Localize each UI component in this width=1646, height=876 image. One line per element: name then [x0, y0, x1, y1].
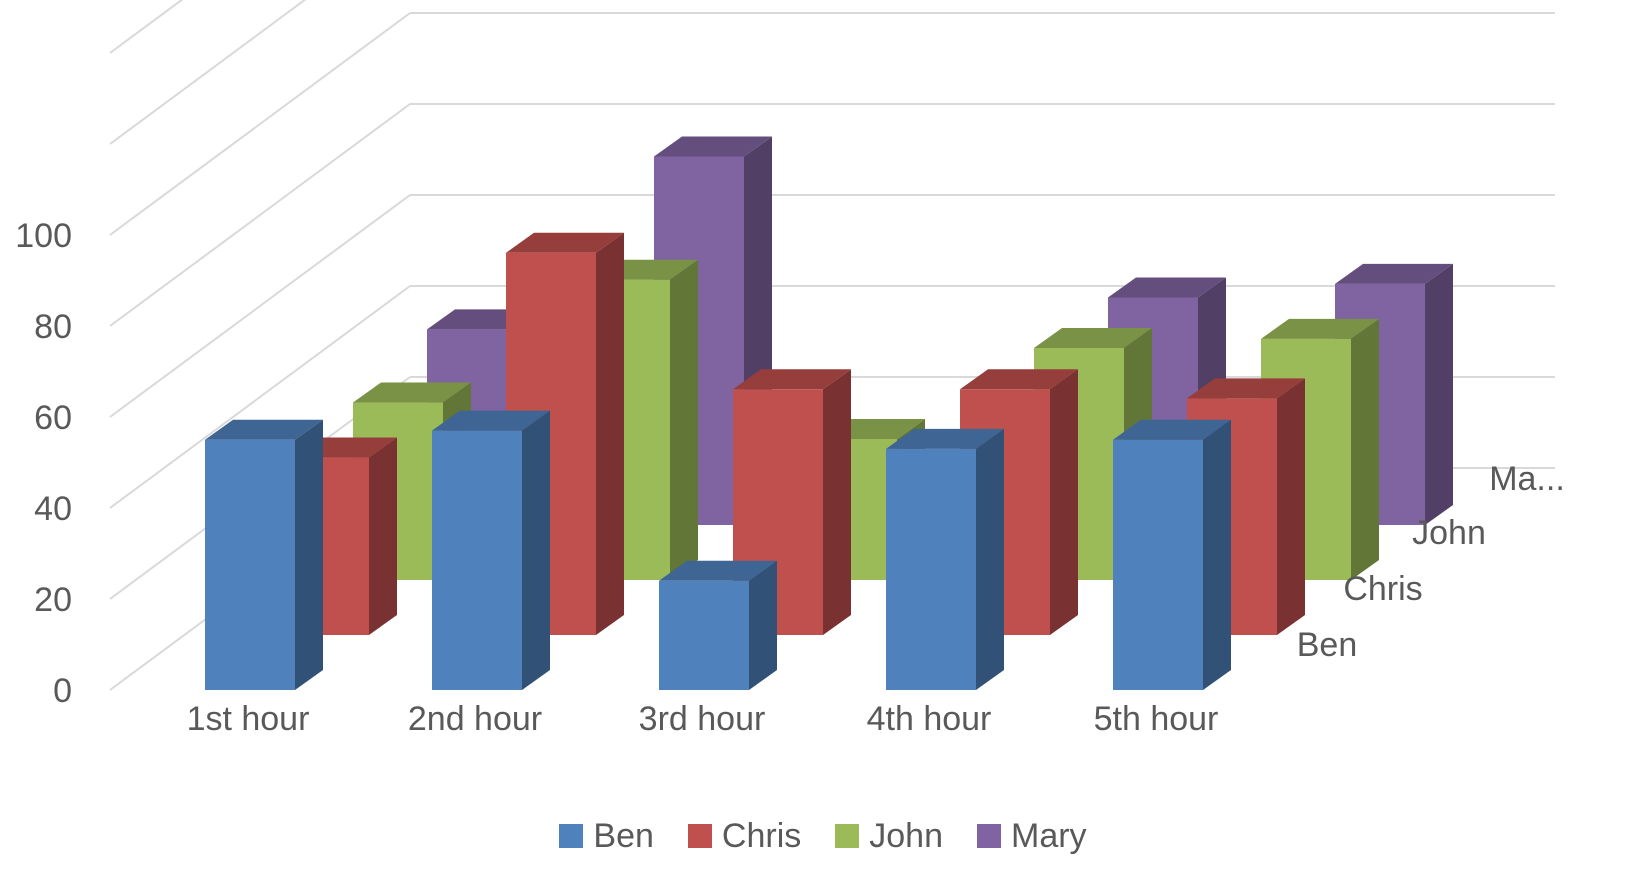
- bar-face: [205, 439, 295, 690]
- bar-ben: [886, 428, 1004, 690]
- bar-top: [659, 560, 777, 581]
- x-tick-label: 4th hour: [867, 700, 992, 738]
- bar-face: [659, 580, 749, 690]
- bar-top: [886, 428, 1004, 449]
- bar-top: [1034, 327, 1152, 348]
- legend: Ben Chris John Mary: [0, 812, 1646, 860]
- bar-top: [506, 232, 624, 253]
- legend-label: John: [869, 816, 943, 855]
- bar-side: [670, 259, 698, 580]
- bar-top: [1335, 263, 1453, 284]
- legend-label: Ben: [593, 816, 654, 855]
- bar-top: [432, 410, 550, 431]
- legend-swatch: [835, 824, 860, 848]
- bar-top: [1113, 419, 1231, 440]
- axis-labels: 0 20 40 60 80 100 1st hour 2nd hour 3rd hour 4th …: [15, 217, 1565, 738]
- legend-item-chris: Chris: [687, 816, 802, 856]
- bar-top: [654, 136, 772, 157]
- gridline-side: [109, 0, 307, 145]
- bar-ben: [1113, 419, 1231, 690]
- bar-side: [976, 428, 1004, 690]
- bar-face: [432, 430, 522, 690]
- x-tick-label: 1st hour: [187, 700, 310, 738]
- gridline-side: [109, 194, 411, 418]
- legend-label: Chris: [721, 816, 802, 855]
- legend-swatch: [977, 824, 1001, 848]
- y-tick-label: 80: [34, 308, 72, 346]
- bar-side: [522, 410, 550, 690]
- bar-top: [960, 369, 1078, 390]
- bar-ben: [659, 560, 777, 690]
- gridline-side: [109, 0, 184, 54]
- bar-top: [205, 419, 323, 440]
- bar-side: [1425, 263, 1453, 525]
- bar-side: [1277, 378, 1305, 635]
- bar-side: [1050, 369, 1078, 635]
- bar-chris: [506, 232, 624, 636]
- legend-item-ben: Ben: [559, 817, 654, 856]
- bar-ben: [205, 419, 323, 690]
- bar-side: [1351, 318, 1379, 580]
- y-tick-label: 20: [34, 581, 72, 619]
- legend-item-mary: Mary: [977, 817, 1087, 856]
- x-tick-label: 3rd hour: [639, 700, 766, 738]
- legend-label: Mary: [1011, 816, 1087, 855]
- bar-side: [369, 437, 397, 635]
- bar-face: [886, 448, 976, 690]
- legend-swatch: [687, 824, 712, 848]
- y-tick-label: 60: [34, 399, 72, 437]
- legend-swatch: [559, 824, 584, 848]
- bar-mary: [1335, 263, 1453, 525]
- y-tick-label: 40: [34, 490, 72, 528]
- bar-top: [1261, 318, 1379, 339]
- bar-top: [1108, 277, 1226, 298]
- bar-top: [1187, 378, 1305, 399]
- depth-axis-label: Chris: [1343, 570, 1422, 608]
- bar-side: [823, 369, 851, 635]
- bar-side: [1203, 419, 1231, 690]
- bar-face: [1113, 439, 1203, 690]
- y-tick-label: 100: [15, 217, 72, 255]
- legend-item-john: John: [835, 817, 943, 856]
- gridline-side: [109, 285, 411, 509]
- gridline-side: [109, 103, 411, 327]
- bar-side: [749, 560, 777, 690]
- x-tick-label: 2nd hour: [408, 700, 542, 738]
- depth-axis-label: Ben: [1297, 626, 1358, 664]
- bar-side: [295, 419, 323, 690]
- y-tick-label: 0: [53, 672, 72, 710]
- bar-top: [733, 369, 851, 390]
- bar-top: [353, 382, 471, 403]
- bar-side: [596, 232, 624, 636]
- x-tick-label: 5th hour: [1094, 700, 1219, 738]
- bar-ben: [432, 410, 550, 690]
- gridline-side: [109, 12, 411, 236]
- depth-axis-label: John: [1412, 514, 1486, 552]
- bars: [205, 136, 1453, 690]
- depth-axis-label: Ma...: [1489, 460, 1565, 498]
